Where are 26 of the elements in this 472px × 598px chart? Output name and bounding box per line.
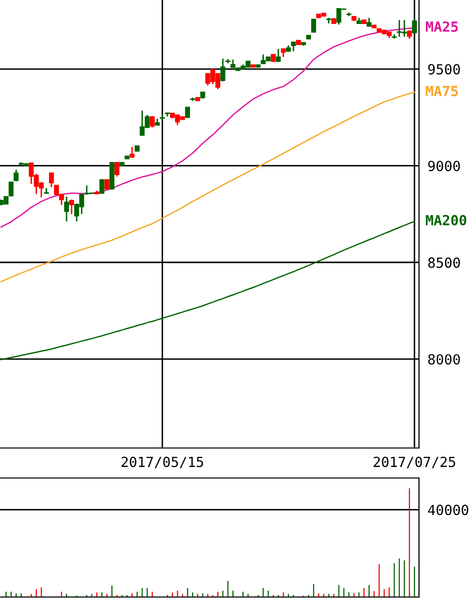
candlestick xyxy=(8,181,14,198)
candlestick xyxy=(276,48,281,62)
x-tick-label: 2017/07/25 xyxy=(374,456,456,468)
series-label: MA75 xyxy=(426,86,458,96)
candlestick xyxy=(48,172,54,188)
candlestick xyxy=(130,146,135,159)
series-label: MA25 xyxy=(426,21,458,32)
line-series xyxy=(0,92,416,282)
x-tick-label: 2017/05/15 xyxy=(122,456,204,468)
candlestick xyxy=(412,18,417,34)
y-tick-label: 9000 xyxy=(428,160,460,172)
candlestick xyxy=(114,162,120,178)
y-tick-label: 8000 xyxy=(428,354,460,365)
y-tick-label: 40000 xyxy=(428,504,468,516)
candlestick xyxy=(311,18,316,34)
y-tick-label: 8500 xyxy=(428,257,460,268)
candlestick xyxy=(104,178,110,190)
candlestick xyxy=(99,178,104,194)
y-tick-label: 9500 xyxy=(428,64,460,75)
candlestick xyxy=(150,116,155,128)
line-series xyxy=(0,220,416,360)
candlestick xyxy=(291,41,296,52)
series-label: MA200 xyxy=(426,214,466,226)
candlestick xyxy=(220,58,226,82)
candlestick xyxy=(64,196,69,222)
candlestick xyxy=(69,198,74,215)
